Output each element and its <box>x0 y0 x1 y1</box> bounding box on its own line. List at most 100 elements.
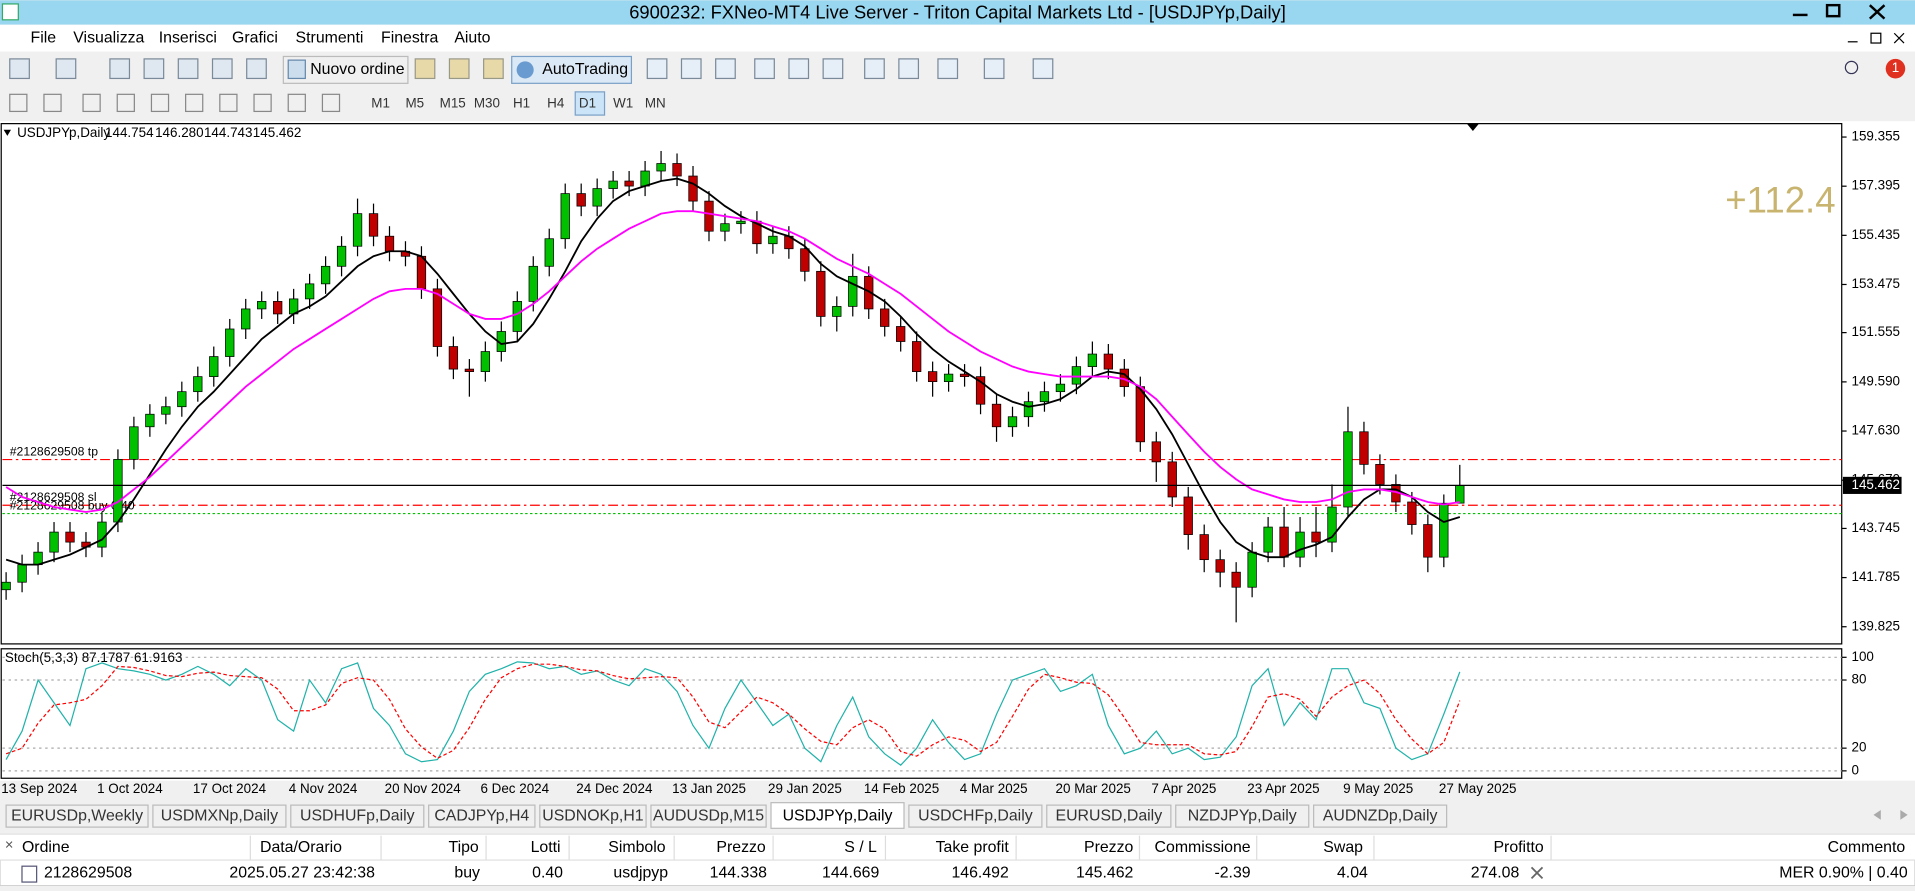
timeframe-button[interactable]: MN <box>645 96 666 111</box>
candle-body <box>1439 502 1449 558</box>
toolbar-button[interactable] <box>414 58 436 80</box>
drawing-tool[interactable] <box>82 93 101 113</box>
tab[interactable] <box>1175 804 1310 828</box>
tab[interactable] <box>1313 804 1448 828</box>
tab[interactable] <box>290 804 425 828</box>
timeframe-button[interactable]: M1 <box>371 96 390 111</box>
ohlc-value: 144.743 <box>204 125 253 140</box>
autotrading-label[interactable]: AutoTrading <box>542 61 628 78</box>
order-cell: buy <box>454 865 480 882</box>
tab-label[interactable]: USDHUFp,Daily <box>300 807 415 824</box>
notification-count[interactable]: 1 <box>1892 60 1899 75</box>
tab[interactable] <box>5 804 149 828</box>
drawing-tool[interactable] <box>116 93 135 113</box>
drawing-tool[interactable] <box>321 93 341 113</box>
drawing-tool[interactable] <box>185 93 204 113</box>
toolbar-button[interactable] <box>646 58 668 80</box>
timeframe-button[interactable]: M15 <box>440 96 466 111</box>
tab-label[interactable]: AUDUSDp,M15 <box>653 807 764 824</box>
toolbar-button[interactable] <box>715 58 736 80</box>
timeframe-button[interactable]: M30 <box>474 96 500 111</box>
tab[interactable] <box>152 804 287 828</box>
toolbar-button[interactable] <box>448 58 470 80</box>
tab-label[interactable]: EURUSD,Daily <box>1056 807 1163 824</box>
toolbar-button[interactable] <box>177 58 199 80</box>
search-icon[interactable] <box>1844 60 1859 75</box>
x-tick-label: 29 Jan 2025 <box>768 781 842 796</box>
menu-item[interactable]: Aiuto <box>454 29 490 46</box>
tab[interactable] <box>650 804 767 828</box>
toolbar-button[interactable] <box>9 58 30 80</box>
tab-scroll[interactable] <box>1873 810 1908 820</box>
timeframe-button[interactable]: M5 <box>405 96 424 111</box>
toolbar-button[interactable] <box>822 58 844 80</box>
drawing-tool[interactable] <box>287 93 306 113</box>
timeframe-button[interactable]: D1 <box>579 96 596 111</box>
tab[interactable] <box>1046 804 1172 828</box>
drawing-tool[interactable] <box>9 93 28 113</box>
timeframe-button[interactable]: W1 <box>613 96 633 111</box>
tab-active[interactable] <box>770 802 905 829</box>
drawing-tool[interactable] <box>219 93 238 113</box>
y-tick-label: 153.475 <box>1851 276 1900 291</box>
tab-label[interactable]: USDMXNp,Daily <box>161 807 278 824</box>
tab-label[interactable]: USDNOKp,H1 <box>542 807 644 824</box>
tab-label[interactable]: AUDNZDp,Daily <box>1323 807 1438 824</box>
order-icon <box>21 865 38 883</box>
candle-body <box>97 521 107 548</box>
tab-label[interactable]: USDJPYp,Daily <box>783 807 893 824</box>
order-cell: 4.04 <box>1337 865 1368 882</box>
menu-item[interactable]: Finestra <box>381 29 438 46</box>
toolbar-button[interactable] <box>1032 58 1054 80</box>
order-cell: usdjpyp <box>613 865 668 882</box>
mdi-close[interactable] <box>1893 32 1905 44</box>
tab-label[interactable]: USDCHFp,Daily <box>918 807 1033 824</box>
x-tick-label: 17 Oct 2024 <box>193 781 267 796</box>
timeframe-button[interactable]: H4 <box>547 96 565 111</box>
toolbar-button[interactable] <box>246 58 267 80</box>
candle-body <box>1199 534 1209 561</box>
toolbar-button[interactable] <box>483 58 504 80</box>
toolbar-button[interactable] <box>898 58 920 80</box>
drawing-tool[interactable] <box>43 93 62 113</box>
toolbar-button[interactable] <box>109 58 131 80</box>
tab[interactable] <box>539 804 647 828</box>
column-header: Prezzo <box>1084 839 1134 856</box>
maximize[interactable] <box>1825 3 1841 18</box>
menu-item[interactable]: File <box>31 29 57 46</box>
timeframe-button[interactable]: H1 <box>513 96 530 111</box>
y-tick-label: 20 <box>1851 740 1866 755</box>
drawing-tool[interactable] <box>253 93 272 113</box>
toolbar-button[interactable] <box>754 58 775 80</box>
menu-item[interactable]: Grafici <box>232 29 278 46</box>
toolbar-button[interactable] <box>55 58 77 80</box>
tab[interactable] <box>908 804 1043 828</box>
toolbar-button[interactable] <box>211 58 233 80</box>
menu-item[interactable]: Visualizza <box>73 29 144 46</box>
tab-label[interactable]: NZDJPYp,Daily <box>1188 807 1297 824</box>
x-tick-label: 4 Mar 2025 <box>960 781 1028 796</box>
toolbar-button[interactable] <box>143 58 165 80</box>
candle-body <box>225 328 235 357</box>
drawing-tool[interactable] <box>150 93 170 113</box>
tab[interactable] <box>428 804 536 828</box>
toolbar-button[interactable] <box>937 58 959 80</box>
toolbar-button[interactable] <box>864 58 885 80</box>
new-order-label[interactable]: Nuovo ordine <box>310 61 405 78</box>
toolbar-button[interactable] <box>983 58 1005 80</box>
terminal-close[interactable]: × <box>5 837 14 853</box>
toolbar-button[interactable] <box>788 58 810 80</box>
chart: 159.355 157.395 155.435 153.475 151.555 149.5… <box>1 125 1902 796</box>
mdi-controls[interactable] <box>1847 32 1905 44</box>
window-controls[interactable] <box>1792 3 1886 20</box>
mdi-restore[interactable] <box>1870 32 1882 44</box>
tab-label[interactable]: EURUSDp,Weekly <box>11 807 143 824</box>
close-order[interactable] <box>1530 866 1544 880</box>
close[interactable] <box>1868 4 1886 20</box>
tab-label[interactable]: CADJPYp,H4 <box>434 807 529 824</box>
menu-item[interactable]: Strumenti <box>296 29 364 46</box>
toolbar-button[interactable] <box>680 58 702 80</box>
menu-item[interactable]: Inserisci <box>159 29 217 46</box>
candle-body <box>624 180 634 187</box>
